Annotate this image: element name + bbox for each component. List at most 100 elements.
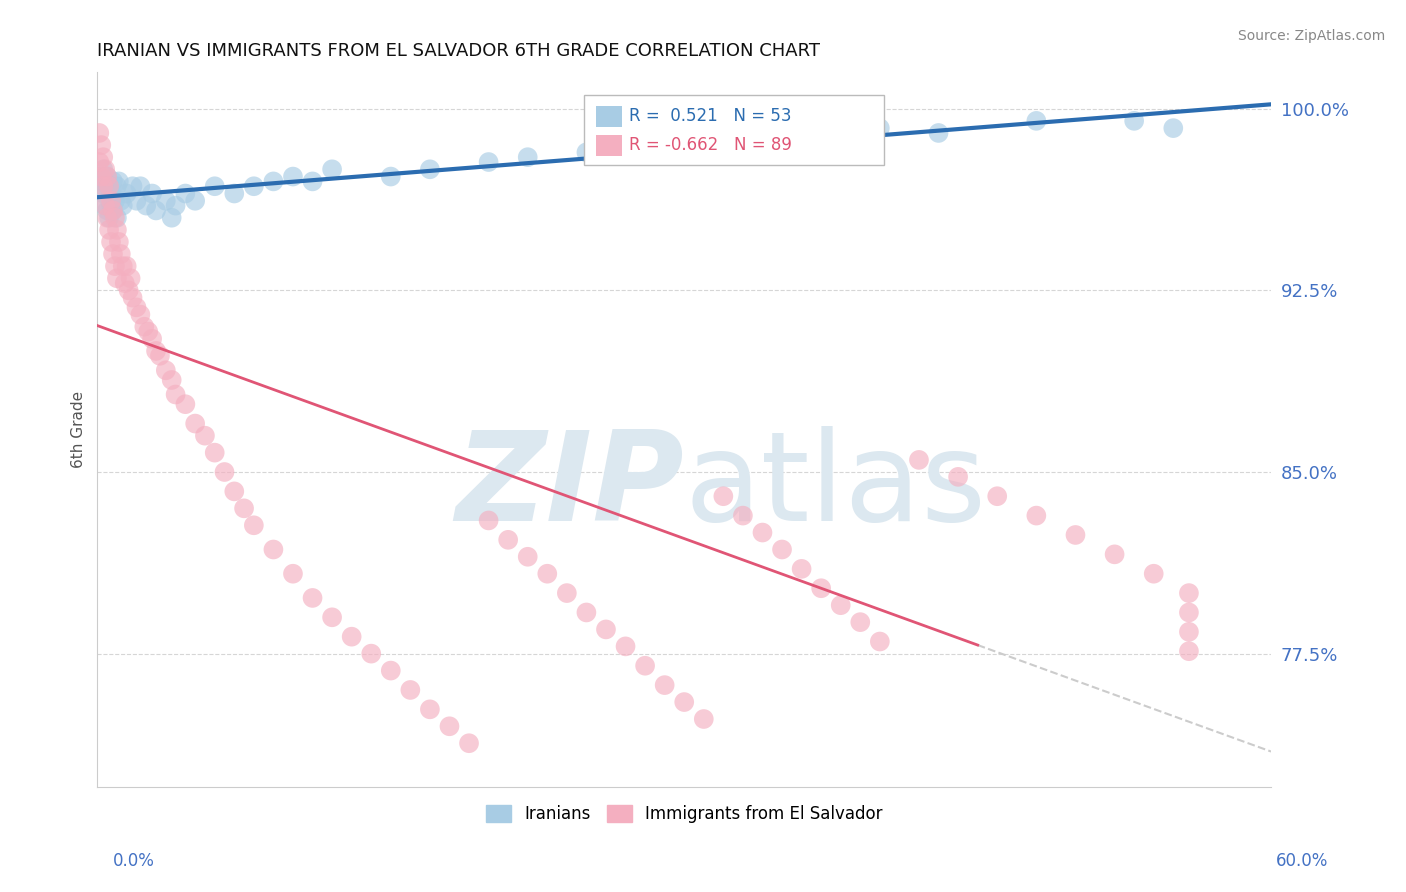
- Point: [90, 138, 112, 153]
- Point: [340, 630, 363, 644]
- Point: [160, 373, 183, 387]
- Point: [110, 194, 132, 208]
- Point: [101, 247, 124, 261]
- Point: [204, 445, 226, 459]
- Point: [224, 484, 246, 499]
- Point: [104, 211, 127, 225]
- Point: [145, 203, 167, 218]
- Point: [946, 470, 969, 484]
- Text: atlas: atlas: [685, 426, 987, 548]
- Point: [555, 586, 578, 600]
- Point: [496, 533, 519, 547]
- Point: [654, 678, 676, 692]
- Point: [104, 194, 127, 208]
- Point: [673, 695, 696, 709]
- Point: [118, 284, 141, 298]
- Point: [693, 712, 716, 726]
- Point: [91, 162, 114, 177]
- Point: [751, 525, 773, 540]
- Point: [96, 169, 118, 184]
- Point: [830, 598, 852, 612]
- Point: [516, 549, 538, 564]
- Point: [134, 319, 156, 334]
- Point: [141, 332, 163, 346]
- Point: [380, 664, 402, 678]
- Point: [458, 736, 481, 750]
- Point: [105, 211, 128, 225]
- Point: [321, 610, 343, 624]
- Point: [125, 194, 148, 208]
- FancyBboxPatch shape: [596, 135, 621, 156]
- Point: [111, 199, 134, 213]
- Point: [301, 591, 323, 605]
- Point: [121, 291, 143, 305]
- Point: [110, 247, 132, 261]
- Point: [194, 428, 217, 442]
- Text: 0.0%: 0.0%: [112, 852, 155, 870]
- Point: [1178, 644, 1201, 658]
- Point: [105, 179, 128, 194]
- Point: [120, 271, 142, 285]
- Point: [96, 211, 118, 225]
- FancyBboxPatch shape: [596, 106, 621, 128]
- Point: [869, 121, 891, 136]
- Point: [105, 271, 128, 285]
- Point: [94, 162, 117, 177]
- Point: [536, 566, 558, 581]
- Point: [94, 199, 117, 213]
- Point: [673, 138, 696, 153]
- Point: [149, 349, 172, 363]
- Point: [1178, 624, 1201, 639]
- Point: [224, 186, 246, 201]
- Text: IRANIAN VS IMMIGRANTS FROM EL SALVADOR 6TH GRADE CORRELATION CHART: IRANIAN VS IMMIGRANTS FROM EL SALVADOR 6…: [97, 42, 820, 60]
- Point: [94, 199, 117, 213]
- Point: [184, 194, 207, 208]
- Point: [849, 615, 872, 629]
- Point: [810, 581, 832, 595]
- Text: ZIP: ZIP: [456, 426, 685, 548]
- Point: [101, 174, 124, 188]
- Point: [100, 235, 122, 249]
- Point: [1178, 606, 1201, 620]
- Point: [108, 174, 131, 188]
- Point: [575, 145, 598, 160]
- Text: Source: ZipAtlas.com: Source: ZipAtlas.com: [1237, 29, 1385, 43]
- Point: [155, 194, 177, 208]
- Point: [321, 162, 343, 177]
- Point: [1161, 121, 1184, 136]
- Point: [91, 150, 114, 164]
- Point: [711, 489, 734, 503]
- Point: [1064, 528, 1087, 542]
- Point: [100, 186, 122, 201]
- Point: [111, 259, 134, 273]
- Point: [869, 634, 891, 648]
- Point: [115, 186, 138, 201]
- Point: [575, 606, 598, 620]
- Point: [419, 162, 441, 177]
- Point: [516, 150, 538, 164]
- Point: [141, 186, 163, 201]
- Point: [1143, 566, 1166, 581]
- Y-axis label: 6th Grade: 6th Grade: [72, 391, 86, 468]
- Point: [136, 325, 159, 339]
- Point: [419, 702, 441, 716]
- Text: R = -0.662   N = 89: R = -0.662 N = 89: [628, 136, 792, 154]
- Point: [790, 562, 813, 576]
- Point: [262, 174, 284, 188]
- Text: R =  0.521   N = 53: R = 0.521 N = 53: [628, 107, 792, 125]
- Point: [214, 465, 236, 479]
- Point: [986, 489, 1008, 503]
- Point: [101, 203, 124, 218]
- Point: [634, 658, 657, 673]
- Point: [90, 174, 112, 188]
- Point: [184, 417, 207, 431]
- Point: [262, 542, 284, 557]
- Point: [478, 155, 501, 169]
- Point: [1178, 586, 1201, 600]
- Point: [928, 126, 950, 140]
- Point: [439, 719, 461, 733]
- Point: [243, 518, 266, 533]
- Point: [770, 542, 793, 557]
- Point: [360, 647, 382, 661]
- Point: [125, 301, 148, 315]
